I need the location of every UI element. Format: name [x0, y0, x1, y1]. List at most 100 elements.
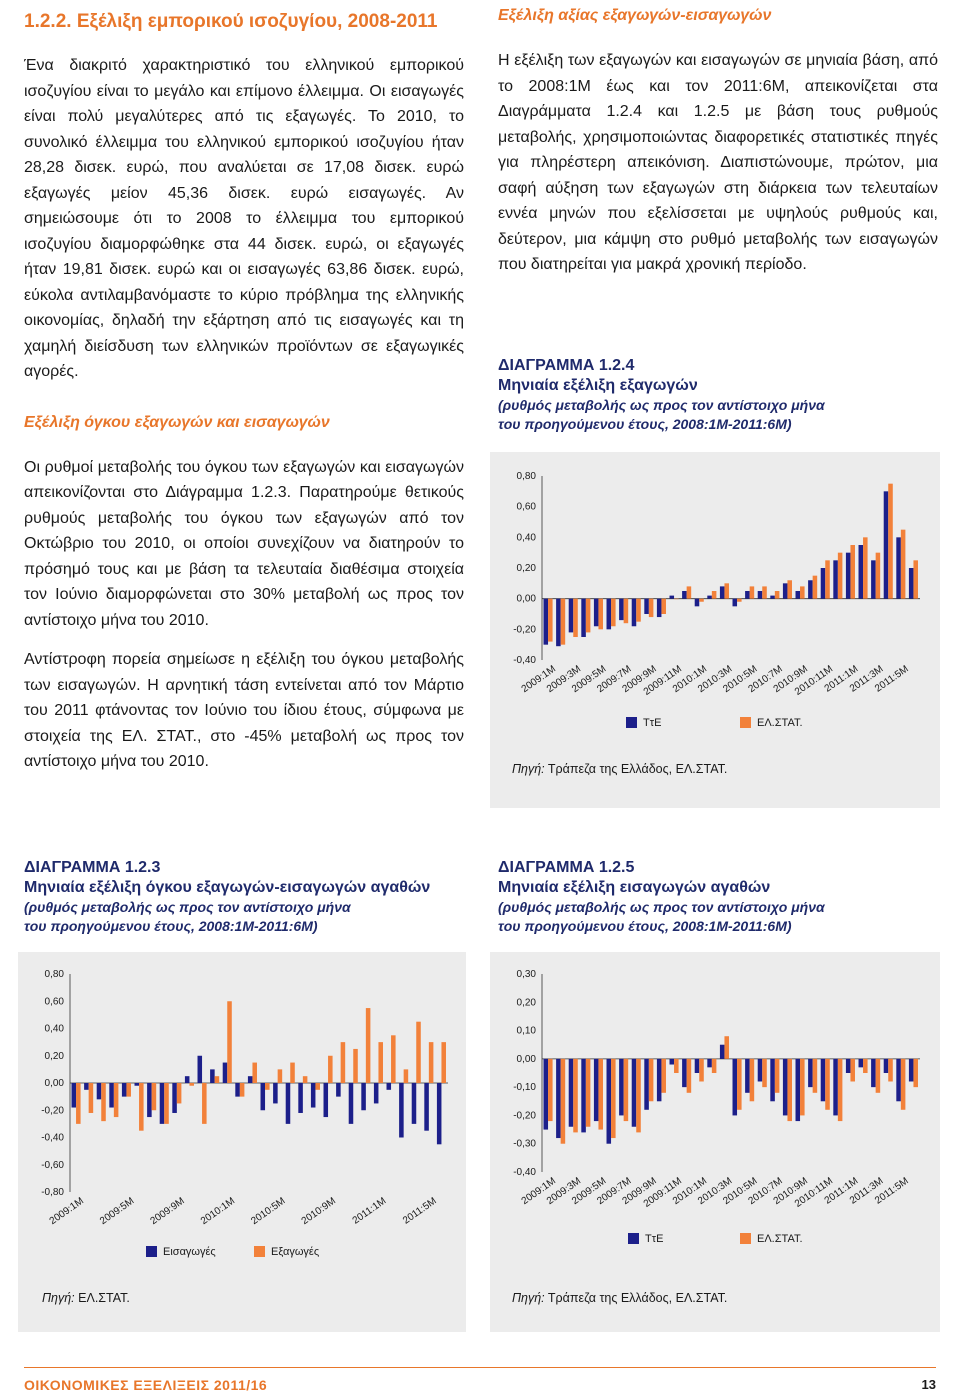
bar-series2 [850, 545, 855, 599]
legend-swatch [146, 1246, 157, 1257]
bar-series1 [581, 1058, 586, 1133]
fig125-label: ΔΙΑΓΡΑΜΜΑ 1.2.5 [498, 859, 635, 876]
bar-series2 [737, 598, 742, 602]
y-tick-label: 0,40 [517, 532, 537, 543]
y-tick-label: 0,20 [517, 997, 537, 1008]
bar-series1 [669, 1058, 675, 1065]
bar-series1 [197, 1055, 203, 1083]
bar-series2 [176, 1083, 182, 1104]
bar-series2 [573, 598, 578, 637]
bar-series2 [825, 1058, 830, 1110]
bar-series2 [428, 1042, 434, 1083]
bar-series2 [636, 1058, 641, 1133]
fig123-title: Μηνιαία εξέλιξη όγκου εξαγωγών-εισαγωγών… [24, 879, 431, 896]
bar-series2 [825, 560, 830, 599]
bar-series1 [808, 580, 813, 599]
bar-series1 [808, 1058, 813, 1088]
bar-series2 [573, 1058, 578, 1133]
bar-series2 [378, 1042, 383, 1083]
y-tick-label: -0,10 [513, 1082, 536, 1093]
bar-series2 [686, 1058, 692, 1093]
bar-series2 [151, 1083, 157, 1111]
bar-series2 [724, 1036, 729, 1059]
bar-series2 [674, 598, 679, 600]
fig125-subtitle-2: του προηγούμενου έτους, 2008:1Μ-2011:6Μ) [498, 918, 792, 934]
legend-swatch [626, 717, 637, 728]
bar-series1 [606, 598, 612, 630]
bar-series1 [871, 1058, 876, 1088]
bar-series1 [336, 1083, 341, 1097]
bar-series1 [631, 1058, 637, 1127]
bar-series2 [875, 552, 881, 599]
bar-series2 [164, 1083, 169, 1124]
bar-series1 [159, 1083, 165, 1124]
paragraph-volume-imports: Αντίστροφη πορεία σημείωσε η εξέλιξη του… [24, 651, 464, 770]
bar-series2 [749, 1058, 755, 1102]
bar-series2 [648, 598, 654, 618]
fig125-chart-panel: 0,30 0,20 0,10 0,00 -0,10 -0,20 -0,30 -0,40 2009… [490, 952, 940, 1332]
bar-series1 [298, 1083, 303, 1113]
bar-series1 [121, 1083, 127, 1097]
bar-series2 [302, 1076, 308, 1083]
bar-series2 [762, 1058, 767, 1088]
bar-series1 [745, 591, 750, 599]
bar-series2 [863, 537, 868, 599]
bar-series2 [888, 1058, 893, 1082]
bar-series1 [896, 1058, 901, 1102]
y-tick-label: 0,00 [517, 594, 537, 605]
fig123-chart: 0,80 0,60 0,40 0,20 0,00 -0,20 -0,40 -0,60 -0,80… [41, 969, 448, 1258]
bar-series1 [361, 1083, 366, 1111]
legend-label: ΤτΕ [645, 1233, 663, 1245]
bar-series1 [411, 1083, 417, 1124]
bar-series1 [833, 1058, 838, 1116]
bar-series1 [84, 1083, 89, 1090]
bar-series1 [556, 1058, 561, 1139]
x-tick-label: 2009:9M [148, 1196, 186, 1227]
bar-series1 [883, 1058, 889, 1073]
bar-series1 [71, 1083, 77, 1108]
bar-series2 [800, 586, 805, 599]
bar-series2 [189, 1083, 194, 1086]
bar-series1 [820, 568, 826, 599]
x-tick-label: 2010:5M [249, 1196, 287, 1227]
bar-series2 [598, 598, 603, 630]
bar-series1 [770, 1058, 775, 1102]
bar-series2 [686, 586, 692, 599]
fig123-chart-panel: 0,80 0,60 0,40 0,20 0,00 -0,20 -0,40 -0,60 -0,80… [18, 952, 466, 1332]
fig124-source-prefix: Πηγή: [512, 762, 545, 776]
fig123-source-text: ΕΛ.ΣΤΑΤ. [74, 1291, 130, 1305]
bar-series1 [222, 1062, 228, 1083]
paragraph-volume-exports: Οι ρυθμοί μεταβολής του όγκου των εξαγωγ… [24, 458, 464, 629]
bar-series2 [328, 1055, 333, 1083]
bar-series2 [548, 1058, 553, 1122]
bar-series2 [113, 1083, 119, 1118]
bar-series2 [611, 598, 616, 627]
bar-series1 [593, 1058, 599, 1122]
legend-swatch [628, 1233, 639, 1244]
bar-series2 [202, 1083, 207, 1124]
legend-label: Εξαγωγές [271, 1246, 319, 1258]
fig123-source-prefix: Πηγή: [42, 1291, 75, 1305]
bar-series2 [76, 1083, 81, 1124]
bar-series1 [707, 1058, 712, 1068]
bar-series1 [782, 583, 788, 599]
y-tick-label: 0,40 [45, 1024, 65, 1035]
bar-series2 [900, 1058, 906, 1110]
y-tick-label: 0,20 [45, 1051, 65, 1062]
paragraph-value: Η εξέλιξη των εξαγωγών και εισαγωγών σε … [498, 52, 938, 273]
bar-series1 [260, 1083, 266, 1111]
bar-series2 [290, 1062, 295, 1083]
bar-series2 [214, 1076, 220, 1083]
bar-series1 [568, 598, 574, 633]
legend-label: Εισαγωγές [163, 1246, 216, 1258]
fig124-label: ΔΙΑΓΡΑΜΜΑ 1.2.4 [498, 357, 635, 374]
fig124-source: Πηγή: Τράπεζα της Ελλάδος, ΕΛ.ΣΤΑΤ. [512, 762, 727, 776]
fig124-title: Μηνιαία εξέλιξη εξαγωγών [498, 377, 698, 394]
bar-series1 [386, 1083, 392, 1090]
fig125-source: Πηγή: Τράπεζα της Ελλάδος, ΕΛ.ΣΤΑΤ. [512, 1291, 727, 1305]
fig124-chart-panel: 0,80 0,60 0,40 0,20 0,00 -0,20 -0,40 2009:1M 200… [490, 452, 940, 808]
bar-series2 [391, 1035, 396, 1083]
bar-series2 [837, 552, 843, 599]
legend-label: ΕΛ.ΣΤΑΤ. [757, 717, 803, 729]
x-tick-label: 2009:1M [48, 1196, 86, 1227]
